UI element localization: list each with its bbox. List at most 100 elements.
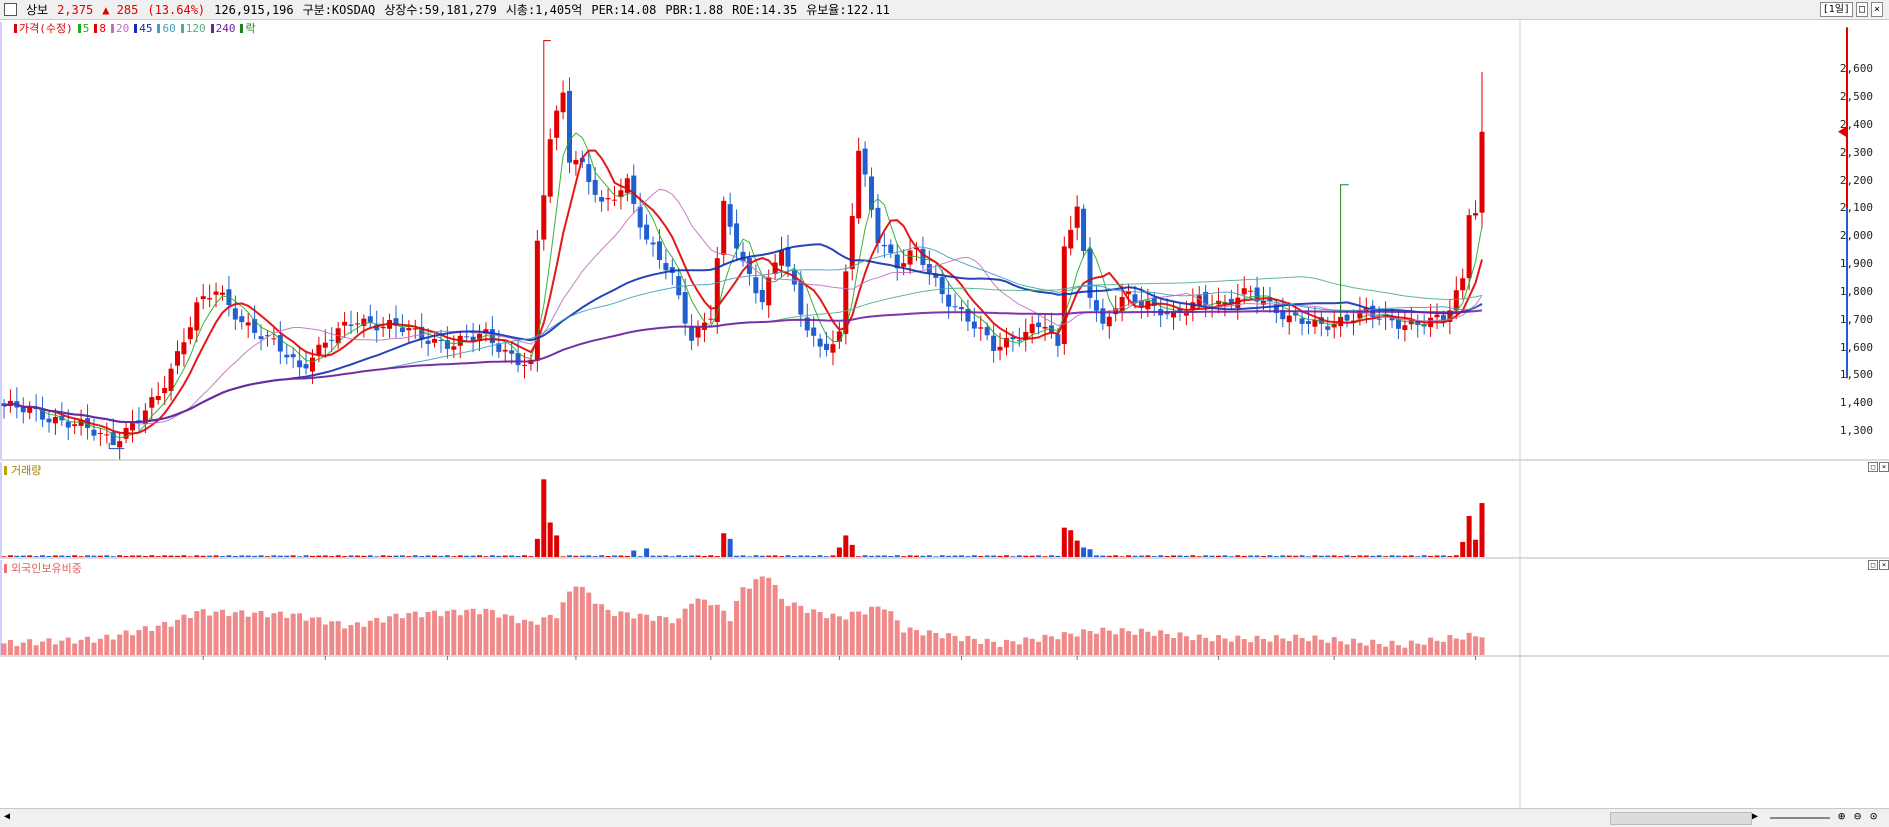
candle-body <box>348 324 354 326</box>
volume-bar <box>97 555 103 557</box>
volume-bar <box>290 555 296 557</box>
foreign-ratio-bar <box>213 611 219 655</box>
candle-body <box>888 244 894 253</box>
zoom-slider[interactable] <box>1770 817 1830 819</box>
zoom-out-icon[interactable]: ⊖ <box>1854 809 1862 823</box>
foreign-ratio-bar <box>232 612 238 655</box>
foreign-ratio-bar <box>759 576 765 655</box>
volume-bar <box>168 555 174 557</box>
foreign-ratio-bar <box>869 606 875 655</box>
candle-body <box>605 198 611 200</box>
foreign-ratio-bar <box>1453 638 1459 655</box>
candle-body <box>1415 320 1421 326</box>
volume-bar <box>1363 555 1369 557</box>
candle-body <box>836 331 842 342</box>
volume-bar <box>181 555 187 557</box>
foreign-ratio-bar <box>1261 638 1267 655</box>
ma-line-60 <box>3 246 1483 423</box>
candle-body <box>1171 311 1177 318</box>
legend-label: 20 <box>115 21 130 35</box>
scroll-left-icon[interactable]: ◀ <box>4 811 11 822</box>
volume-bar <box>933 556 939 557</box>
foreign-ratio-bar <box>528 621 534 655</box>
zoom-in-icon[interactable]: ⊕ <box>1838 809 1846 823</box>
legend-item[interactable]: 240 <box>210 20 236 36</box>
legend-swatch <box>240 23 244 33</box>
candle-body <box>1074 206 1080 228</box>
volume-bar <box>1177 555 1183 557</box>
foreign-ratio-bar <box>464 609 470 655</box>
volume-bar <box>1357 555 1363 557</box>
scroll-right-icon[interactable]: ▶ <box>1752 811 1759 822</box>
zoom-reset-icon[interactable]: ⊙ <box>1870 809 1878 823</box>
volume-bar <box>798 555 804 557</box>
candle-body <box>168 368 174 391</box>
legend-item[interactable]: 120 <box>180 20 206 36</box>
legend-item[interactable]: 8 <box>94 20 106 36</box>
volume-bar <box>1029 555 1035 557</box>
volume-bar <box>618 555 624 557</box>
candle-body <box>117 441 123 448</box>
header-bar: 상보 2,375 ▲ 285 (13.64%) 126,915,196 구분:K… <box>0 0 1889 20</box>
legend-label: 240 <box>215 21 236 35</box>
volume-bar <box>1280 555 1286 557</box>
volume-bar <box>213 555 219 557</box>
close-icon[interactable]: × <box>1870 2 1883 17</box>
panel-maximize-icon: □ <box>1868 560 1878 570</box>
volume-bar <box>271 555 277 557</box>
legend-item[interactable]: 가격(수정) <box>14 20 73 36</box>
candle-body <box>881 244 887 247</box>
volume-bar <box>149 555 155 557</box>
range-marker-up <box>1846 27 1848 209</box>
foreign-ratio-bar <box>734 600 740 655</box>
foreign-ratio-bar <box>264 617 270 655</box>
pbr-value: PBR:1.88 <box>665 2 724 17</box>
volume-bar <box>881 555 887 557</box>
volume-bar <box>464 555 470 557</box>
maximize-icon[interactable]: □ <box>1855 2 1868 17</box>
foreign-ratio-bar <box>33 645 39 655</box>
volume-bar <box>232 556 238 557</box>
legend-item[interactable]: 45 <box>134 20 152 36</box>
foreign-ratio-bar <box>682 608 688 655</box>
select-checkbox[interactable] <box>4 3 17 16</box>
legend-label: 가격(수정) <box>19 22 73 35</box>
foreign-ratio-bar <box>342 628 348 655</box>
price-axis-tick: 1,300 <box>1839 424 1873 438</box>
volume-bar <box>856 556 862 557</box>
foreign-ratio-bar <box>566 591 572 655</box>
foreign-ratio-bar <box>534 624 540 655</box>
candle-body <box>438 339 444 342</box>
candle-body <box>1042 326 1048 329</box>
volume-bar <box>284 555 290 557</box>
scroll-thumb[interactable] <box>1610 812 1752 825</box>
bottom-scroll-bar[interactable]: ◀ ▶ ⊕ ⊖ ⊙ <box>0 808 1889 827</box>
foreign-ratio-bar <box>1389 640 1395 655</box>
candle-body <box>1440 315 1446 323</box>
volume-bar <box>1325 555 1331 557</box>
per-value: PER:14.08 <box>591 2 657 17</box>
candle-body <box>329 339 335 341</box>
legend-item[interactable]: 5 <box>77 20 89 36</box>
legend-item[interactable]: 60 <box>157 20 176 36</box>
volume-bar <box>753 555 759 557</box>
price-axis-tick: 2,600 <box>1839 62 1873 76</box>
price-axis-tick: 1,900 <box>1839 257 1873 271</box>
foreign-ratio-bar <box>1363 645 1369 655</box>
candle-body <box>303 364 309 369</box>
legend-item[interactable]: 20 <box>110 20 130 36</box>
volume-bar <box>1055 555 1061 557</box>
price-axis-tick: 1,600 <box>1839 340 1873 354</box>
foreign-ratio-bar <box>746 588 752 655</box>
foreign-ratio-bar <box>477 614 483 655</box>
volume-bar <box>727 538 733 557</box>
candle-body <box>1 403 7 407</box>
chart-canvas[interactable] <box>0 0 1889 808</box>
legend-item[interactable]: 락 <box>240 20 256 36</box>
candle-body <box>933 273 939 278</box>
foreign-ratio-bar <box>226 616 232 655</box>
period-selector[interactable]: [1일] <box>1819 2 1853 17</box>
reserve-ratio: 유보율:122.11 <box>806 3 890 17</box>
candle-body <box>219 292 225 295</box>
foreign-ratio-bar <box>1228 641 1234 655</box>
